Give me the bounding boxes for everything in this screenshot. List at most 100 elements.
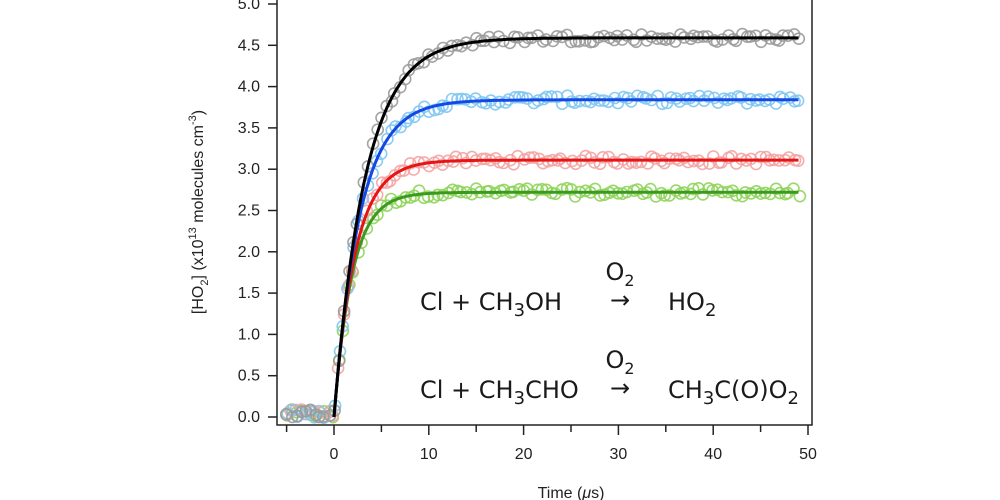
data-point	[550, 29, 564, 43]
data-point	[531, 183, 545, 197]
x-title-part: s)	[591, 485, 604, 500]
x-axis-title: Time (μs)	[538, 485, 605, 500]
x-tick-label: 50	[799, 446, 817, 463]
data-point	[706, 184, 719, 197]
data-point	[634, 155, 648, 169]
data-point	[560, 28, 574, 42]
data-point	[366, 211, 380, 225]
data-point	[536, 35, 550, 48]
y-title-part: [HO	[190, 286, 207, 314]
reaction-product: CH3​C(O)O2​	[668, 376, 799, 409]
data-point	[740, 97, 754, 110]
subscript: 3	[514, 300, 525, 321]
fit-lines	[332, 36, 799, 418]
fit-line-gray	[332, 36, 799, 418]
data-point	[703, 157, 716, 170]
data-point	[683, 91, 697, 105]
data-point	[316, 410, 330, 424]
data-point	[497, 183, 511, 197]
data-point	[569, 34, 583, 48]
y-tick-label: 0.0	[238, 409, 260, 426]
text-part: HO	[668, 288, 705, 316]
data-point	[564, 35, 578, 49]
data-point	[469, 92, 482, 105]
data-point	[693, 89, 706, 103]
y-tick-label: 0.5	[238, 368, 260, 385]
y-title-part: molecules cm	[190, 125, 207, 227]
y-tick-label: 4.5	[238, 37, 260, 54]
x-title-part: μ	[581, 485, 591, 500]
x-tick-label: 0	[330, 446, 339, 463]
data-point	[658, 189, 672, 202]
y-tick-label: 2.5	[238, 203, 260, 220]
series-green-points	[280, 181, 807, 424]
data-point	[309, 408, 323, 422]
data-point	[759, 150, 773, 164]
subscript: 3	[703, 388, 714, 409]
series-blue-points	[281, 89, 805, 425]
x-tick-label: 30	[610, 446, 628, 463]
y-title-part: 2	[199, 280, 211, 286]
y-tick-label: 3.5	[238, 120, 260, 137]
reaction-product: HO2​	[668, 288, 716, 321]
text-part: O	[606, 258, 625, 286]
fit-line-blue	[332, 98, 799, 418]
text-part: O	[606, 346, 625, 374]
data-point	[621, 91, 635, 105]
subscript: 2	[624, 359, 634, 378]
data-point	[446, 183, 459, 197]
data-point	[729, 189, 743, 202]
data-point	[701, 90, 715, 103]
text-part: CHO	[525, 376, 579, 404]
reaction-reactants: Cl + CH3​OH	[420, 288, 562, 321]
y-title-part: ] (x10	[190, 239, 207, 279]
data-point	[793, 189, 807, 203]
subscript: 3	[514, 388, 525, 409]
x-tick-label: 20	[515, 446, 533, 463]
y-title-part: -3	[187, 115, 199, 125]
data-point	[564, 183, 578, 196]
data-point	[389, 120, 402, 133]
y-title-part: 13	[187, 227, 199, 239]
data-point	[527, 151, 541, 164]
y-tick-label: 4.0	[238, 79, 260, 96]
text-part: Cl + CH	[420, 288, 514, 316]
data-point	[523, 151, 537, 164]
data-point	[432, 102, 445, 116]
reaction-reactants: Cl + CH3​CHO	[420, 376, 579, 409]
data-point	[499, 96, 512, 109]
y-tick-label: 2.0	[238, 244, 260, 261]
y-tick-label: 1.5	[238, 285, 260, 302]
subscript: 2	[705, 300, 716, 321]
reaction-catalyst: O2​	[606, 258, 635, 290]
data-point	[308, 410, 321, 424]
x-title-part: Time (	[538, 485, 583, 500]
data-point	[625, 155, 639, 169]
data-point	[459, 93, 472, 106]
data-point	[710, 35, 724, 48]
data-point	[601, 95, 615, 109]
data-point	[285, 410, 299, 424]
fit-line-red	[332, 158, 799, 418]
data-point	[445, 92, 459, 106]
data-point	[686, 182, 700, 196]
y-axis-title: [HO2] (x1013 molecules cm-3)	[187, 110, 211, 314]
data-point	[370, 188, 384, 202]
data-point	[783, 91, 797, 104]
text-part: OH	[525, 288, 562, 316]
subscript: 2	[624, 271, 634, 290]
data-point	[593, 157, 607, 171]
reaction-arrow: →	[610, 374, 630, 402]
data-point	[769, 182, 783, 196]
text-part: C(O)O	[714, 376, 787, 404]
y-tick-label: 5.0	[238, 0, 260, 13]
data-point	[736, 189, 749, 203]
data-point	[518, 35, 532, 49]
data-point	[411, 56, 425, 70]
data-point	[402, 111, 415, 125]
reaction-arrow: →	[610, 286, 630, 314]
subscript: 2	[788, 388, 799, 409]
text-part: CH	[668, 376, 703, 404]
data-point	[508, 91, 522, 104]
